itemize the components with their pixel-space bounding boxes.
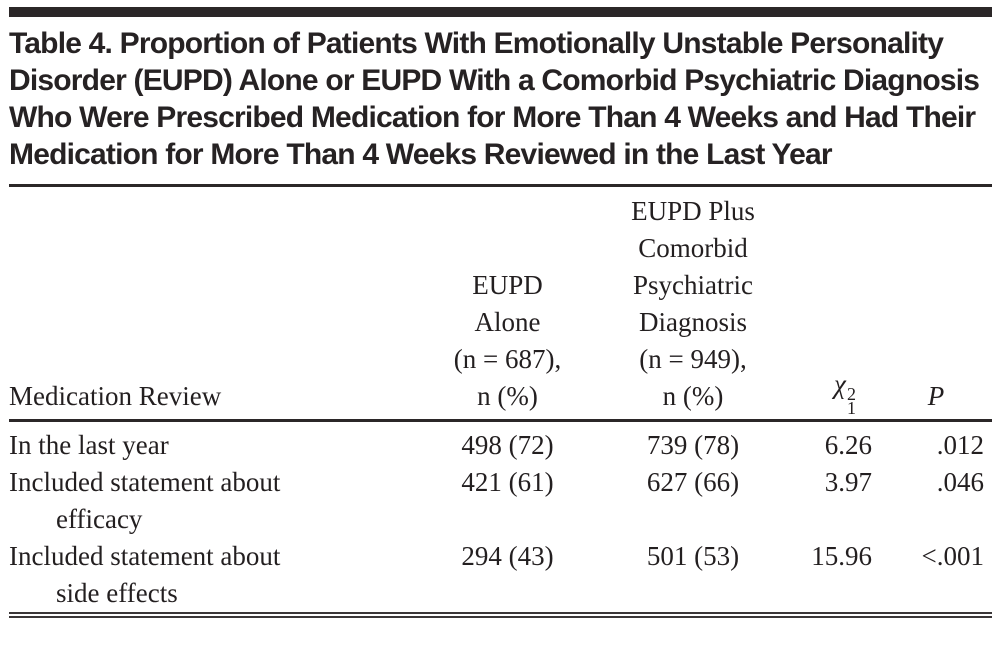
col-header-p-value: P: [890, 187, 992, 422]
row-label: In the last year: [9, 430, 169, 460]
row-label: Included statement about efficacy: [9, 467, 281, 534]
title-divider-rule: [9, 184, 992, 187]
chi-square-value: 3.97: [824, 467, 872, 497]
table-row-last-year: In the last year 498 (72) 739 (78) 6.26 …: [9, 421, 992, 465]
eupd-alone-value: 421 (61): [461, 467, 554, 497]
chi-superscript: 2: [846, 384, 856, 404]
table-row-efficacy: Included statement about efficacy 421 (6…: [9, 464, 992, 538]
table-row-side-effects: Included statement about side effects 29…: [9, 538, 992, 612]
col-header-eupd-comorbid: EUPD Plus Comorbid Psychiatric Diagnosis…: [586, 187, 800, 422]
row-label: Included statement about side effects: [9, 541, 281, 608]
chi-square-value: 15.96: [811, 541, 872, 571]
col-header-eupd-alone: EUPD Alone (n = 687), n (%): [429, 187, 586, 422]
table-header: Medication Review EUPD Alone (n = 687), …: [9, 187, 992, 422]
chi-square-value: 6.26: [824, 430, 872, 460]
col-header-medication-review: Medication Review: [9, 187, 429, 422]
statistics-table: Medication Review EUPD Alone (n = 687), …: [9, 187, 992, 612]
eupd-comorbid-value: 501 (53): [646, 541, 740, 571]
top-rule: [9, 7, 992, 17]
p-value: <.001: [921, 541, 984, 571]
eupd-comorbid-value: 739 (78): [646, 430, 740, 460]
p-value: .012: [936, 430, 984, 460]
eupd-alone-value: 294 (43): [461, 541, 554, 571]
eupd-comorbid-value: 627 (66): [646, 467, 740, 497]
bottom-double-rule: [9, 612, 992, 618]
table-title: Table 4. Proportion of Patients With Emo…: [9, 27, 980, 171]
paper-table-figure: Table 4. Proportion of Patients With Emo…: [0, 7, 1001, 663]
table-body: In the last year 498 (72) 739 (78) 6.26 …: [9, 421, 992, 613]
chi-symbol: χ: [834, 369, 846, 399]
chi-subscript: 1: [846, 398, 856, 418]
p-value: .046: [936, 467, 984, 497]
eupd-alone-value: 498 (72): [461, 430, 554, 460]
header-row: Medication Review EUPD Alone (n = 687), …: [9, 187, 992, 422]
